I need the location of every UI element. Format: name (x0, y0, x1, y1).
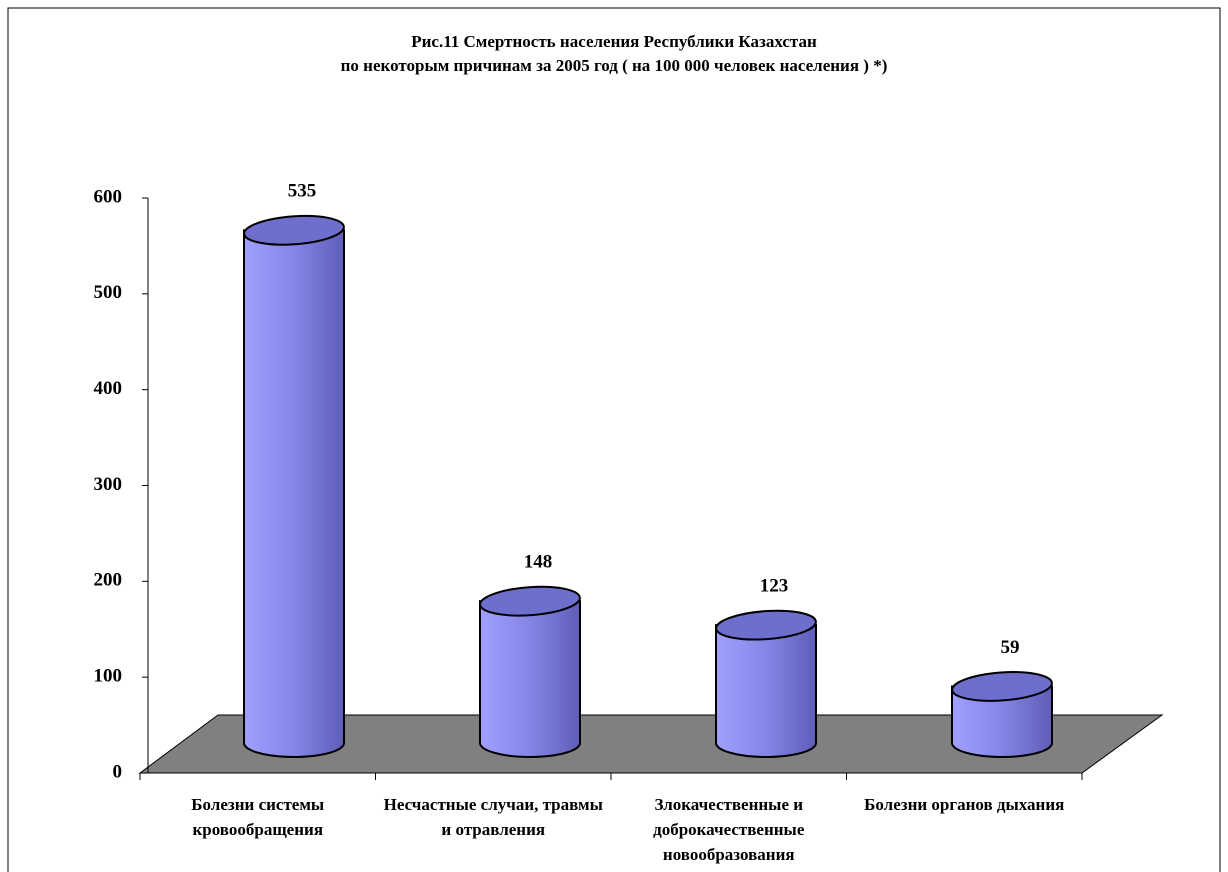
bar-top (243, 214, 345, 246)
y-tick-label: 100 (94, 666, 123, 687)
bar-top (951, 671, 1053, 702)
data-label: 59 (1001, 637, 1020, 658)
bar (479, 600, 581, 758)
x-tick-label: Болезни системы кровообращения (191, 795, 325, 839)
x-tick-label: Болезни органов дыхания (864, 795, 1065, 814)
x-tick-label: Несчастные случаи, травмы и отравления (383, 795, 603, 839)
y-tick-label: 200 (94, 570, 123, 591)
bar (715, 624, 817, 758)
data-label: 535 (288, 181, 317, 202)
bar-top (715, 609, 817, 641)
chart-title: Рис.11 Смертность населения Республики К… (340, 32, 888, 75)
bar-top (479, 585, 581, 617)
x-tick-label: Злокачественные и доброкачественные ново… (653, 795, 805, 864)
y-tick-label: 500 (94, 282, 123, 303)
frame (7, 7, 1221, 872)
data-label: 123 (760, 575, 789, 596)
y-tick-label: 600 (94, 186, 123, 207)
data-label: 148 (524, 552, 553, 573)
y-tick-label: 0 (113, 761, 123, 782)
bar (243, 229, 345, 758)
bar (951, 685, 1053, 758)
y-tick-label: 400 (94, 378, 123, 399)
y-tick-label: 300 (94, 474, 123, 495)
